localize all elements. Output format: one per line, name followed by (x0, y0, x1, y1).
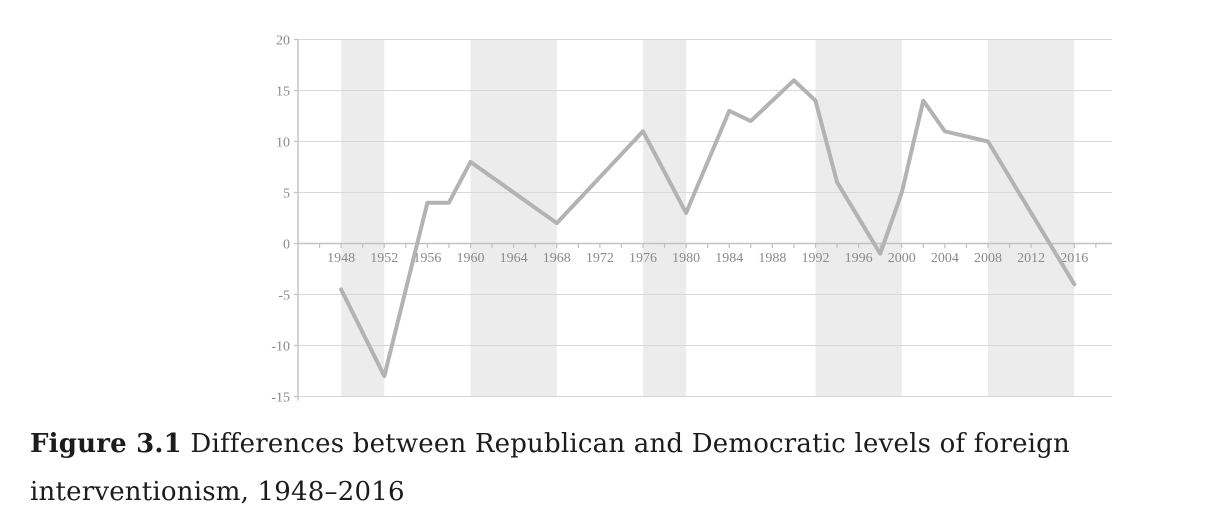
chart-area: 20 15 10 5 0 -5 -10 -15 1948 1952 1956 1960 1964 1968… (271, 34, 1112, 406)
x-tick-label: 1948 (327, 251, 355, 266)
x-tick-label: 2008 (974, 251, 1002, 266)
x-tick-label: 1980 (672, 251, 700, 266)
x-tick-label: 1964 (500, 251, 528, 266)
shaded-band (643, 39, 687, 397)
x-tick-label: 1988 (758, 251, 786, 266)
shaded-band (988, 39, 1075, 397)
data-line (339, 78, 1077, 379)
interventionism-line-chart: 20 15 10 5 0 -5 -10 -15 1948 1952 1956 1960 1964 1968… (271, 34, 1112, 406)
x-tick-label: 2016 (1060, 251, 1088, 266)
y-tick-label: 10 (276, 136, 290, 151)
y-tick-label: 20 (276, 34, 290, 49)
x-tick-label: 1952 (370, 251, 398, 266)
figure-number: Figure 3.1 (30, 429, 182, 459)
x-tick-label: 1972 (586, 251, 614, 266)
x-tick-label: 1956 (413, 251, 441, 266)
y-tick-label: -10 (271, 340, 290, 355)
y-tick-label: 0 (283, 238, 290, 253)
y-tick-label: 5 (283, 187, 290, 202)
figure-caption: Figure 3.1 Differences between Republica… (30, 420, 1170, 516)
x-tick-label: 2004 (931, 251, 959, 266)
shaded-band (341, 39, 385, 397)
x-tick-label: 1976 (629, 251, 657, 266)
y-tick-label: -5 (278, 289, 290, 304)
x-tick-label: 2012 (1017, 251, 1045, 266)
x-tick-label: 1960 (457, 251, 485, 266)
y-tick-label: 15 (276, 85, 290, 100)
caption-line-1: Figure 3.1 Differences between Republica… (30, 420, 1170, 468)
x-tick-label: 1984 (715, 251, 743, 266)
shaded-band (470, 39, 557, 397)
x-tick-label: 1968 (543, 251, 571, 266)
x-tick-label: 1996 (845, 251, 873, 266)
caption-line-2: interventionism, 1948–2016 (30, 477, 405, 507)
x-tick-label: 1992 (802, 251, 830, 266)
y-tick-label: -15 (271, 391, 290, 406)
caption-text: Differences between Republican and Democ… (190, 429, 1070, 459)
x-tick-label: 2000 (888, 251, 916, 266)
